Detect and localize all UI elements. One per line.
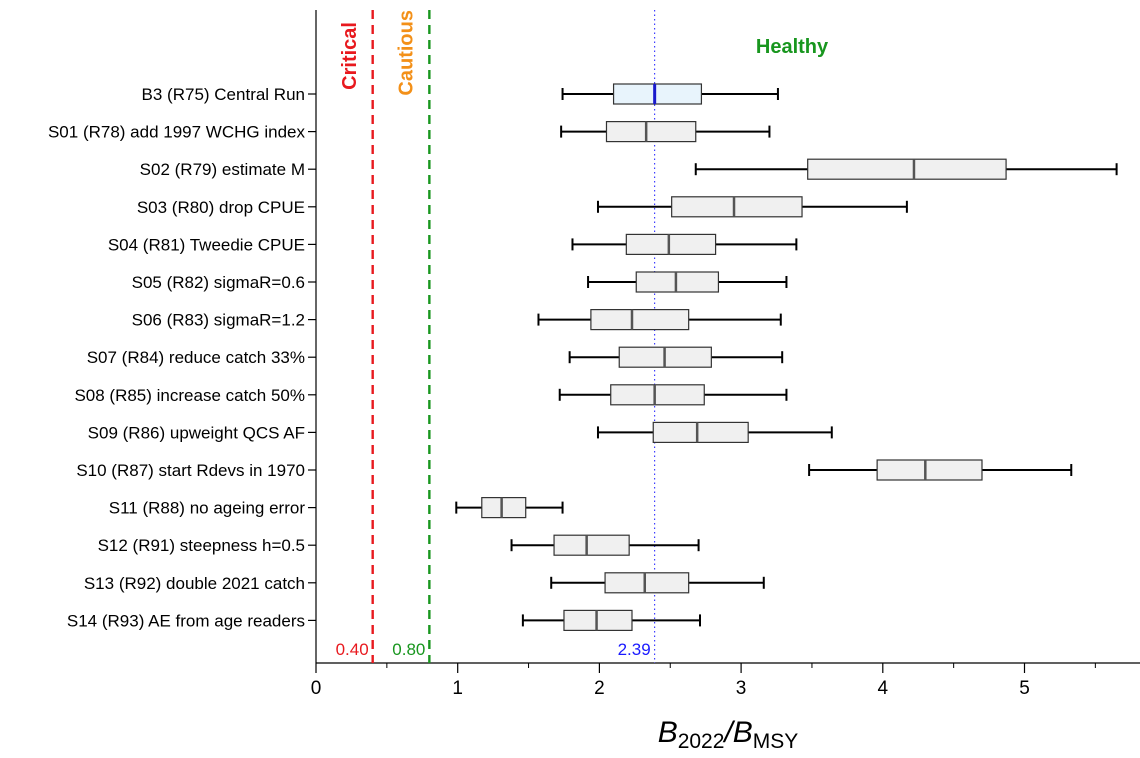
- y-tick-label: S04 (R81) Tweedie CPUE: [108, 235, 305, 254]
- reference-line-label: 2.39: [618, 640, 651, 659]
- reference-line-label: 0.80: [392, 640, 425, 659]
- y-tick-label: S05 (R82) sigmaR=0.6: [132, 273, 305, 292]
- box: [605, 120, 697, 143]
- y-tick-label: S12 (R91) steepness h=0.5: [98, 536, 305, 555]
- x-tick-label: 3: [736, 678, 747, 699]
- y-tick-label: B3 (R75) Central Run: [142, 85, 305, 104]
- box: [671, 196, 803, 218]
- box: [590, 309, 690, 331]
- y-tick-label: S03 (R80) drop CPUE: [137, 198, 305, 217]
- y-tick-label: S11 (R88) no ageing error: [109, 499, 306, 518]
- x-tick-label: 2: [594, 678, 605, 699]
- y-tick-label: S08 (R85) increase catch 50%: [74, 386, 305, 405]
- box: [652, 421, 749, 443]
- y-tick-label: S06 (R83) sigmaR=1.2: [132, 311, 305, 330]
- y-tick-label: S09 (R86) upweight QCS AF: [88, 423, 305, 442]
- box: [635, 271, 720, 293]
- box: [612, 83, 703, 105]
- x-tick-label: 1: [452, 678, 463, 699]
- box: [563, 609, 633, 632]
- x-tick-label: 0: [311, 678, 322, 699]
- reference-line-label: 0.40: [336, 640, 369, 659]
- zone-label-critical: Critical: [339, 22, 361, 90]
- box: [553, 534, 630, 556]
- y-tick-label: S10 (R87) start Rdevs in 1970: [76, 461, 305, 480]
- box: [481, 497, 527, 519]
- y-tick-label: S07 (R84) reduce catch 33%: [87, 348, 305, 367]
- x-tick-label: 5: [1019, 678, 1030, 699]
- y-tick-label: S13 (R92) double 2021 catch: [84, 574, 305, 593]
- zone-label-cautious: Cautious: [396, 10, 418, 96]
- y-tick-label: S01 (R78) add 1997 WCHG index: [48, 123, 306, 142]
- x-tick-label: 4: [878, 678, 889, 699]
- y-tick-label: S02 (R79) estimate M: [140, 160, 305, 179]
- box: [604, 572, 690, 594]
- box: [625, 233, 717, 255]
- box: [876, 459, 983, 481]
- box: [610, 384, 705, 406]
- zone-label-healthy: Healthy: [756, 36, 829, 58]
- box: [807, 158, 1007, 180]
- y-tick-label: S14 (R93) AE from age readers: [67, 611, 305, 630]
- x-axis-label: B2022/BMSY: [658, 716, 799, 753]
